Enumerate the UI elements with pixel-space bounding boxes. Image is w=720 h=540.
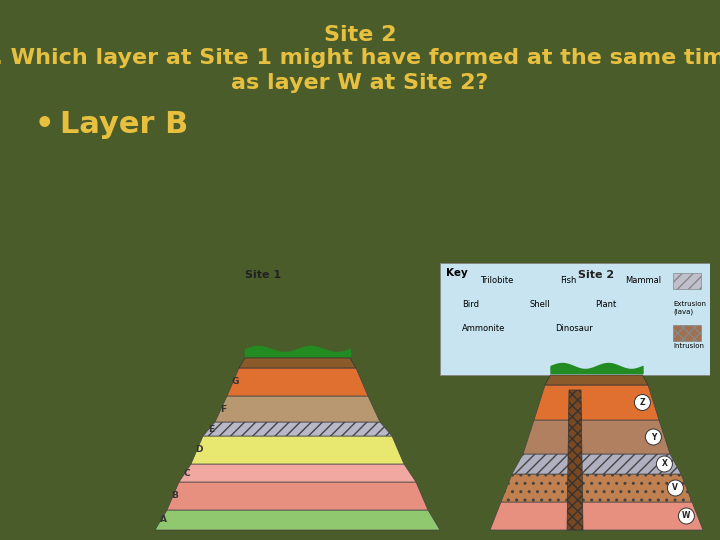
Polygon shape [155, 510, 440, 530]
Circle shape [667, 480, 683, 496]
Text: G: G [231, 377, 239, 387]
Polygon shape [215, 396, 380, 422]
Text: Shell: Shell [530, 300, 551, 309]
Polygon shape [567, 390, 583, 530]
Polygon shape [534, 385, 659, 420]
Text: •: • [35, 110, 55, 139]
Text: Fish: Fish [560, 276, 577, 286]
Text: Y: Y [651, 433, 656, 442]
Text: Intrusion: Intrusion [673, 343, 704, 349]
Polygon shape [490, 502, 703, 530]
Polygon shape [512, 454, 681, 474]
FancyBboxPatch shape [673, 273, 701, 289]
Text: Layer B: Layer B [60, 110, 188, 139]
Text: Site 2: Site 2 [578, 270, 615, 280]
Circle shape [645, 429, 662, 445]
Text: Site 1: Site 1 [246, 270, 282, 280]
Text: Trilobite: Trilobite [480, 276, 513, 286]
Text: W: W [683, 511, 690, 521]
Polygon shape [203, 422, 392, 436]
Polygon shape [179, 464, 416, 482]
Polygon shape [227, 368, 368, 396]
FancyBboxPatch shape [440, 263, 710, 375]
Text: 6. Which layer at Site 1 might have formed at the same time: 6. Which layer at Site 1 might have form… [0, 48, 720, 68]
Text: Bird: Bird [462, 300, 479, 309]
Text: Plant: Plant [595, 300, 616, 309]
Text: C: C [184, 469, 190, 477]
Text: Extrusion: Extrusion [673, 301, 706, 307]
Text: Ammonite: Ammonite [462, 325, 505, 334]
Text: Site 2: Site 2 [324, 25, 396, 45]
Polygon shape [501, 474, 692, 502]
Text: Key: Key [446, 268, 468, 278]
Circle shape [678, 508, 694, 524]
Polygon shape [239, 358, 356, 368]
Text: B: B [171, 491, 179, 501]
Text: E: E [208, 424, 214, 434]
Text: A: A [160, 516, 166, 524]
Text: Z: Z [639, 398, 645, 407]
FancyBboxPatch shape [673, 325, 701, 341]
Polygon shape [523, 420, 670, 454]
Text: Mammal: Mammal [625, 276, 661, 286]
Polygon shape [545, 375, 648, 385]
Text: F: F [220, 404, 226, 414]
Text: D: D [195, 446, 203, 455]
Text: Dinosaur: Dinosaur [555, 325, 593, 334]
Text: as layer W at Site 2?: as layer W at Site 2? [231, 73, 489, 93]
Polygon shape [191, 436, 404, 464]
Text: V: V [672, 483, 678, 492]
Text: (lava): (lava) [673, 309, 693, 315]
Polygon shape [167, 482, 428, 510]
Circle shape [634, 395, 650, 410]
Circle shape [657, 456, 672, 472]
Text: X: X [662, 460, 667, 469]
